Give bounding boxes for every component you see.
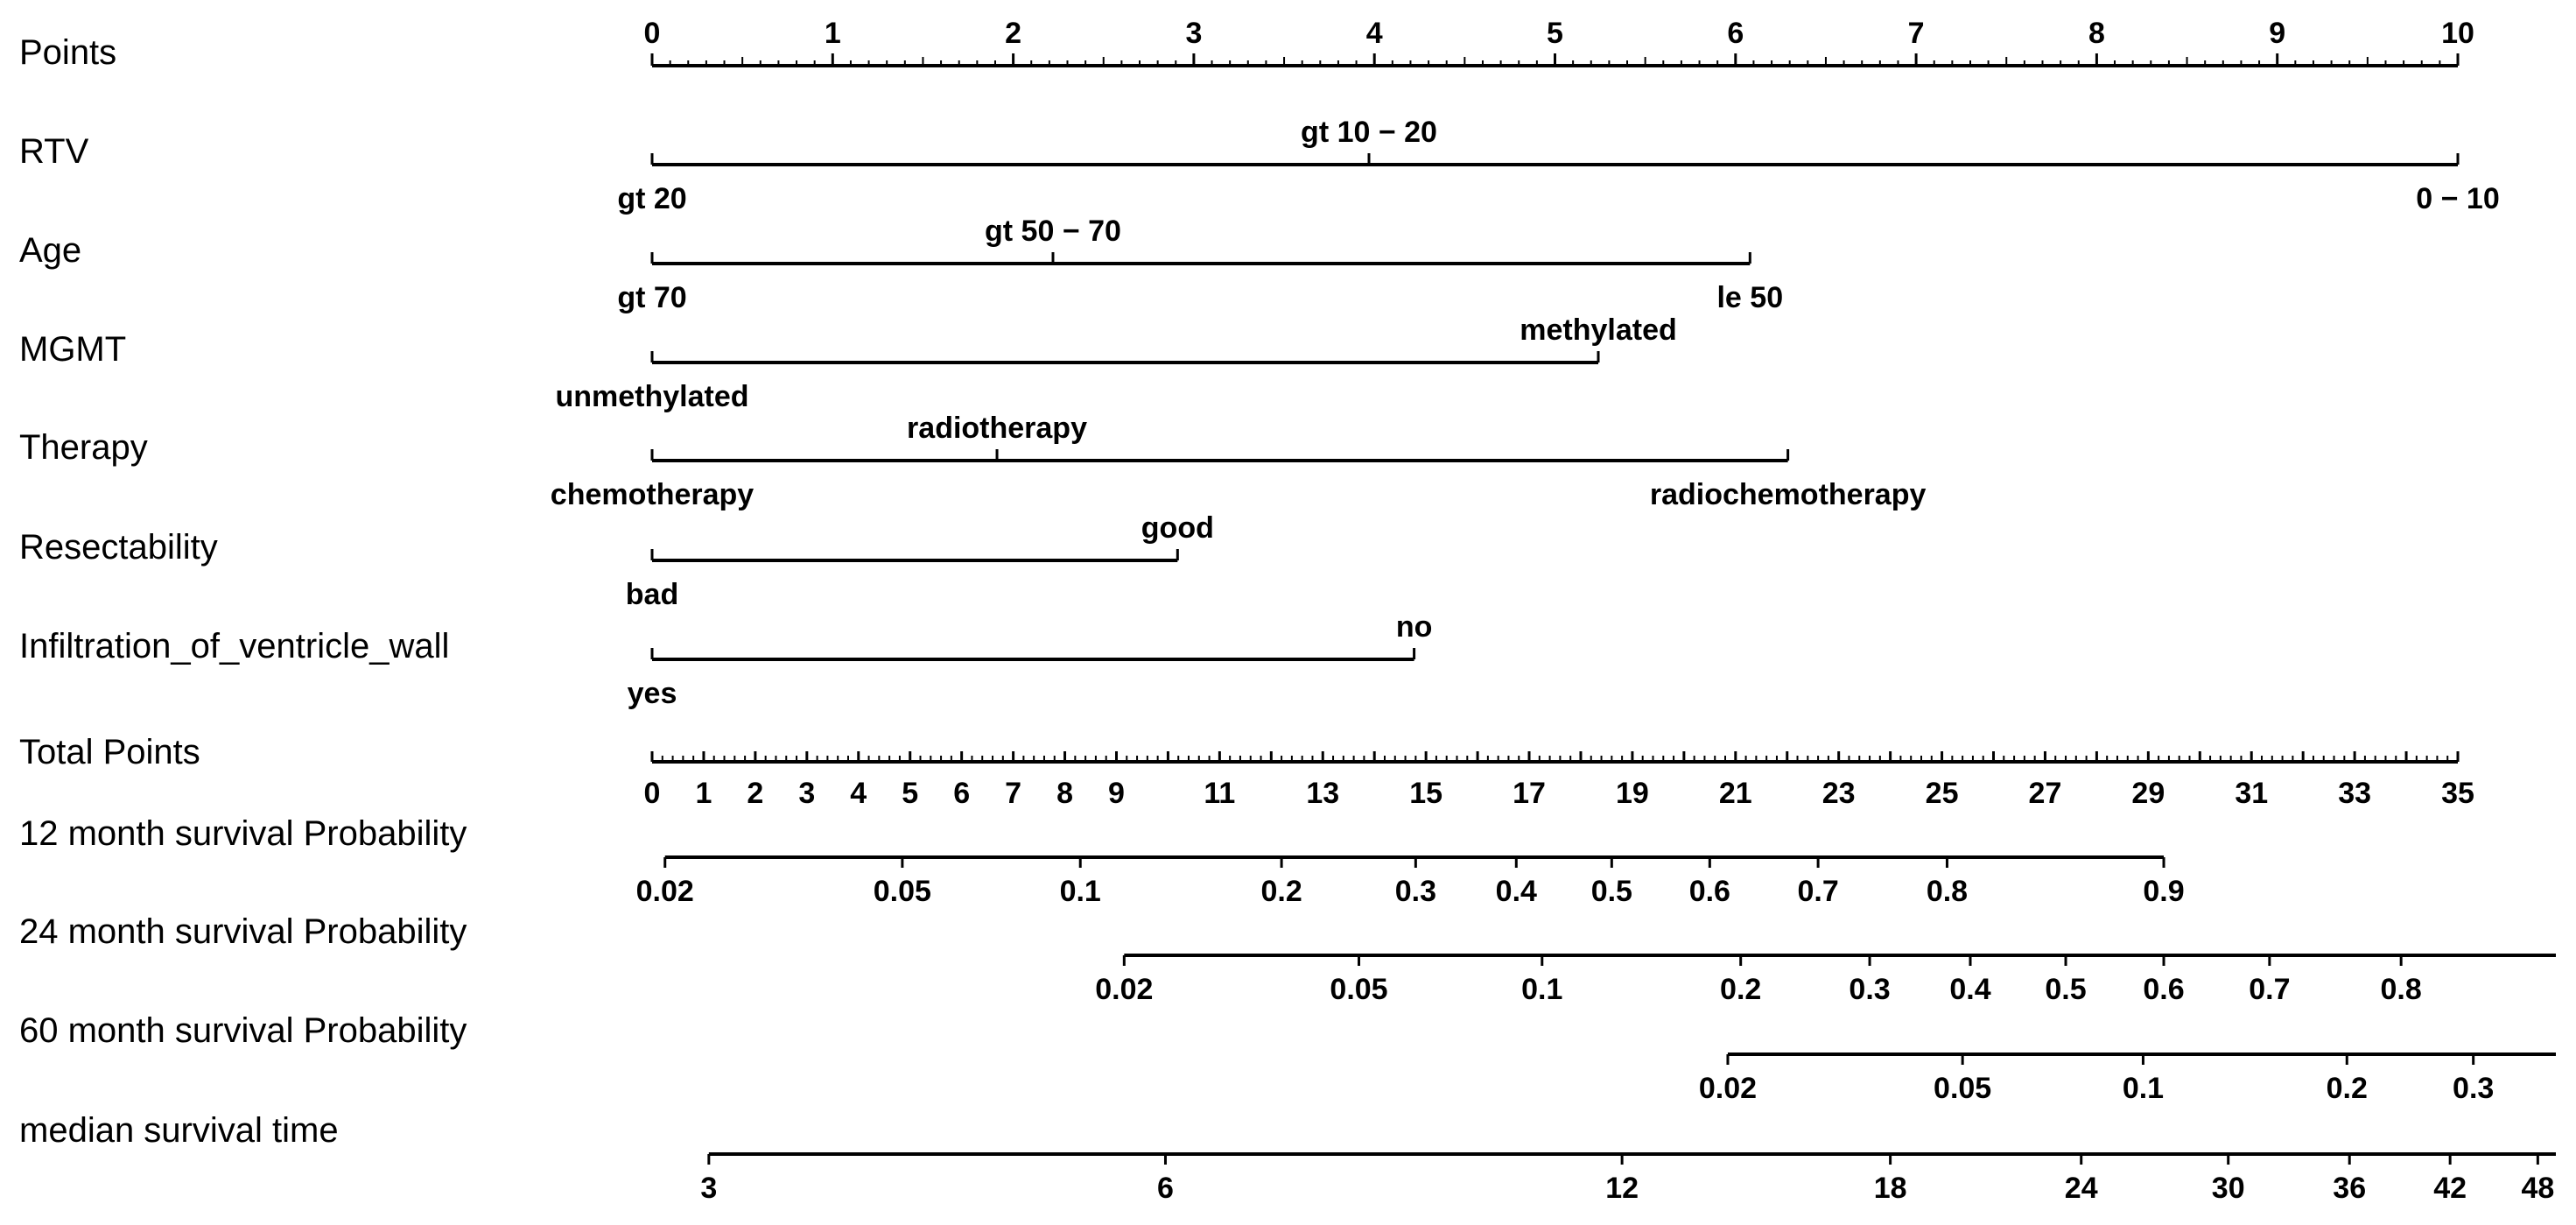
row-label-points: Points	[19, 33, 116, 72]
60-month-survival-probability-tick-label: 0.05	[1934, 1072, 1991, 1105]
points-tick-label: 0	[644, 17, 661, 50]
12-month-survival-probability-tick-label: 0.5	[1591, 875, 1632, 908]
median-survival-time-tick-label: 6	[1157, 1172, 1174, 1205]
12-month-survival-probability-tick-label: 0.1	[1060, 875, 1101, 908]
rtv-level-label: 0 − 10	[2416, 182, 2499, 215]
total-points-tick-label: 7	[1005, 777, 1021, 810]
median-survival-time-tick-label: 18	[1874, 1172, 1907, 1205]
rtv-level-label: gt 20	[617, 182, 686, 215]
24-month-survival-probability-tick-label: 0.7	[2249, 973, 2290, 1006]
12-month-survival-probability-tick-label: 0.3	[1395, 875, 1436, 908]
total-points-tick-label: 6	[953, 777, 970, 810]
therapy-level-label: radiochemotherapy	[1650, 478, 1927, 511]
24-month-survival-probability-tick-label: 0.5	[2045, 973, 2086, 1006]
24-month-survival-probability-tick-label: 0.02	[1095, 973, 1153, 1006]
resectability-level-label: good	[1141, 511, 1214, 545]
24-month-survival-probability-tick-label: 0.6	[2143, 973, 2184, 1006]
total-points-tick-label: 19	[1616, 777, 1649, 810]
60-month-survival-probability-tick-label: 0.02	[1699, 1072, 1757, 1105]
60-month-survival-probability-tick-label: 0.2	[2327, 1072, 2368, 1105]
points-tick-label: 3	[1185, 17, 1202, 50]
24-month-survival-probability-tick-label: 0.2	[1720, 973, 1761, 1006]
therapy-level-label: chemotherapy	[551, 478, 754, 511]
total-points-tick-label: 17	[1513, 777, 1546, 810]
infiltration-of-ventricle-wall-level-label: no	[1396, 610, 1433, 644]
row-label-12-month-survival-probability: 12 month survival Probability	[19, 814, 467, 853]
total-points-tick-label: 1	[695, 777, 712, 810]
24-month-survival-probability-tick-label: 0.8	[2381, 973, 2422, 1006]
resectability-level-label: bad	[626, 578, 678, 611]
median-survival-time-tick-label: 42	[2433, 1172, 2467, 1205]
row-label-total-points: Total Points	[19, 733, 200, 771]
row-label-mgmt: MGMT	[19, 330, 126, 369]
median-survival-time-tick-label: 48	[2521, 1172, 2554, 1205]
row-label-rtv: RTV	[19, 132, 89, 171]
total-points-tick-label: 27	[2029, 777, 2062, 810]
row-label-60-month-survival-probability: 60 month survival Probability	[19, 1011, 467, 1050]
12-month-survival-probability-tick-label: 0.6	[1689, 875, 1730, 908]
total-points-tick-label: 21	[1719, 777, 1752, 810]
60-month-survival-probability-tick-label: 0.3	[2453, 1072, 2494, 1105]
24-month-survival-probability-tick-label: 0.05	[1330, 973, 1387, 1006]
points-tick-label: 6	[1727, 17, 1744, 50]
row-label-age: Age	[19, 231, 81, 270]
mgmt-level-label: methylated	[1520, 313, 1677, 347]
points-tick-label: 9	[2269, 17, 2285, 50]
total-points-tick-label: 23	[1822, 777, 1856, 810]
median-survival-time-tick-label: 24	[2065, 1172, 2098, 1205]
row-label-therapy: Therapy	[19, 428, 148, 467]
total-points-tick-label: 35	[2441, 777, 2474, 810]
12-month-survival-probability-tick-label: 0.4	[1496, 875, 1537, 908]
median-survival-time-tick-label: 36	[2333, 1172, 2366, 1205]
total-points-tick-label: 3	[798, 777, 815, 810]
points-tick-label: 8	[2088, 17, 2105, 50]
points-tick-label: 7	[1908, 17, 1925, 50]
12-month-survival-probability-tick-label: 0.9	[2143, 875, 2184, 908]
rtv-level-label: gt 10 − 20	[1301, 116, 1437, 149]
12-month-survival-probability-tick-label: 0.7	[1797, 875, 1838, 908]
row-label-infiltration-of-ventricle-wall: Infiltration_of_ventricle_wall	[19, 627, 449, 665]
total-points-tick-label: 25	[1926, 777, 1959, 810]
row-label-24-month-survival-probability: 24 month survival Probability	[19, 912, 467, 951]
points-tick-label: 2	[1005, 17, 1021, 50]
total-points-tick-label: 2	[747, 777, 763, 810]
age-level-label: gt 70	[617, 281, 686, 314]
row-label-resectability: Resectability	[19, 528, 218, 567]
total-points-tick-label: 33	[2338, 777, 2371, 810]
total-points-tick-label: 11	[1204, 777, 1235, 810]
age-level-label: gt 50 − 70	[985, 215, 1121, 248]
therapy-level-label: radiotherapy	[907, 412, 1087, 445]
total-points-tick-label: 13	[1306, 777, 1339, 810]
median-survival-time-tick-label: 30	[2212, 1172, 2245, 1205]
median-survival-time-tick-label: 3	[700, 1172, 717, 1205]
total-points-tick-label: 29	[2131, 777, 2165, 810]
total-points-tick-label: 9	[1108, 777, 1125, 810]
median-survival-time-tick-label: 12	[1605, 1172, 1639, 1205]
24-month-survival-probability-tick-label: 0.4	[1949, 973, 1990, 1006]
points-tick-label: 10	[2441, 17, 2474, 50]
mgmt-level-label: unmethylated	[555, 380, 748, 413]
12-month-survival-probability-tick-label: 0.05	[874, 875, 931, 908]
12-month-survival-probability-tick-label: 0.2	[1260, 875, 1302, 908]
total-points-tick-label: 8	[1056, 777, 1073, 810]
infiltration-of-ventricle-wall-level-label: yes	[628, 677, 677, 710]
total-points-tick-label: 15	[1409, 777, 1442, 810]
total-points-tick-label: 0	[644, 777, 661, 810]
points-tick-label: 1	[825, 17, 841, 50]
age-level-label: le 50	[1716, 281, 1783, 314]
points-tick-label: 4	[1366, 17, 1383, 50]
60-month-survival-probability-tick-label: 0.1	[2123, 1072, 2164, 1105]
24-month-survival-probability-tick-label: 0.1	[1521, 973, 1562, 1006]
total-points-tick-label: 5	[902, 777, 918, 810]
points-tick-label: 5	[1547, 17, 1563, 50]
total-points-tick-label: 4	[850, 777, 867, 810]
row-label-median-survival-time: median survival time	[19, 1111, 339, 1150]
12-month-survival-probability-tick-label: 0.02	[636, 875, 694, 908]
24-month-survival-probability-tick-label: 0.3	[1849, 973, 1890, 1006]
total-points-tick-label: 31	[2235, 777, 2268, 810]
12-month-survival-probability-tick-label: 0.8	[1927, 875, 1968, 908]
